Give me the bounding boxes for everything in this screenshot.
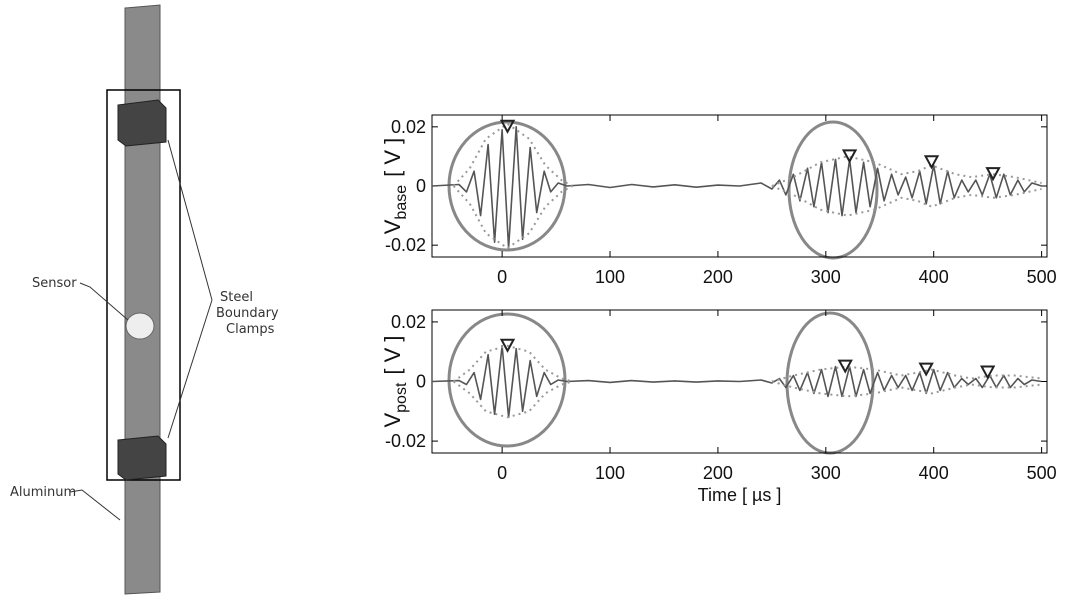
specimen-diagram: Sensor Steel Boundary Clamps Aluminum [10, 5, 279, 594]
aluminum-bar [125, 5, 160, 594]
y-tick-label: 0 [416, 176, 426, 196]
x-tick-label: 500 [1027, 267, 1057, 287]
y-axis-label: Vpost [ V ] [380, 335, 410, 427]
clamps-label: Clamps [226, 322, 275, 337]
clamp-top [118, 100, 166, 146]
x-tick-label: 200 [703, 463, 733, 483]
x-tick-label: 200 [703, 267, 733, 287]
y-axis-label-sub: base [393, 185, 410, 220]
y-axis-label-main: V [380, 219, 405, 234]
peak-marker [982, 367, 994, 378]
signal-line [432, 127, 1042, 248]
peak-marker [926, 156, 938, 167]
clamps-label: Boundary [216, 306, 279, 321]
y-tick-label: 0.02 [391, 117, 426, 137]
sensor [126, 313, 154, 339]
y-tick-label: 0 [416, 372, 426, 392]
signal-line [432, 346, 1042, 418]
y-tick-label: 0.02 [391, 312, 426, 332]
x-tick-label: 100 [595, 267, 625, 287]
y-axis-label-unit: [ V ] [380, 138, 405, 177]
y-tick-label: -0.02 [385, 431, 426, 451]
sensor-label: Sensor [32, 276, 77, 291]
y-axis-label-main: V [380, 413, 405, 428]
aluminum-label: Aluminum [10, 485, 76, 500]
x-tick-label: 100 [595, 463, 625, 483]
clamps-label: Steel [220, 290, 253, 305]
figure: Sensor Steel Boundary Clamps Aluminum 0 1… [0, 0, 1070, 596]
y-axis-label: Vbase [ V ] [380, 138, 410, 235]
peak-marker [920, 364, 932, 375]
y-axis-label-sub: post [393, 382, 410, 413]
envelope-line [454, 346, 1042, 382]
x-tick-label: 300 [811, 463, 841, 483]
x-tick-label: 400 [919, 267, 949, 287]
x-tick-label: 0 [497, 267, 507, 287]
x-tick-label: 0 [497, 463, 507, 483]
clamp-bottom [118, 436, 166, 480]
x-tick-label: 400 [919, 463, 949, 483]
x-axis-label: Time [ µs ] [698, 485, 782, 505]
y-tick-label: -0.02 [385, 235, 426, 255]
x-tick-label: 500 [1027, 463, 1057, 483]
y-axis-label-unit: [ V ] [380, 335, 405, 374]
x-tick-label: 300 [811, 267, 841, 287]
